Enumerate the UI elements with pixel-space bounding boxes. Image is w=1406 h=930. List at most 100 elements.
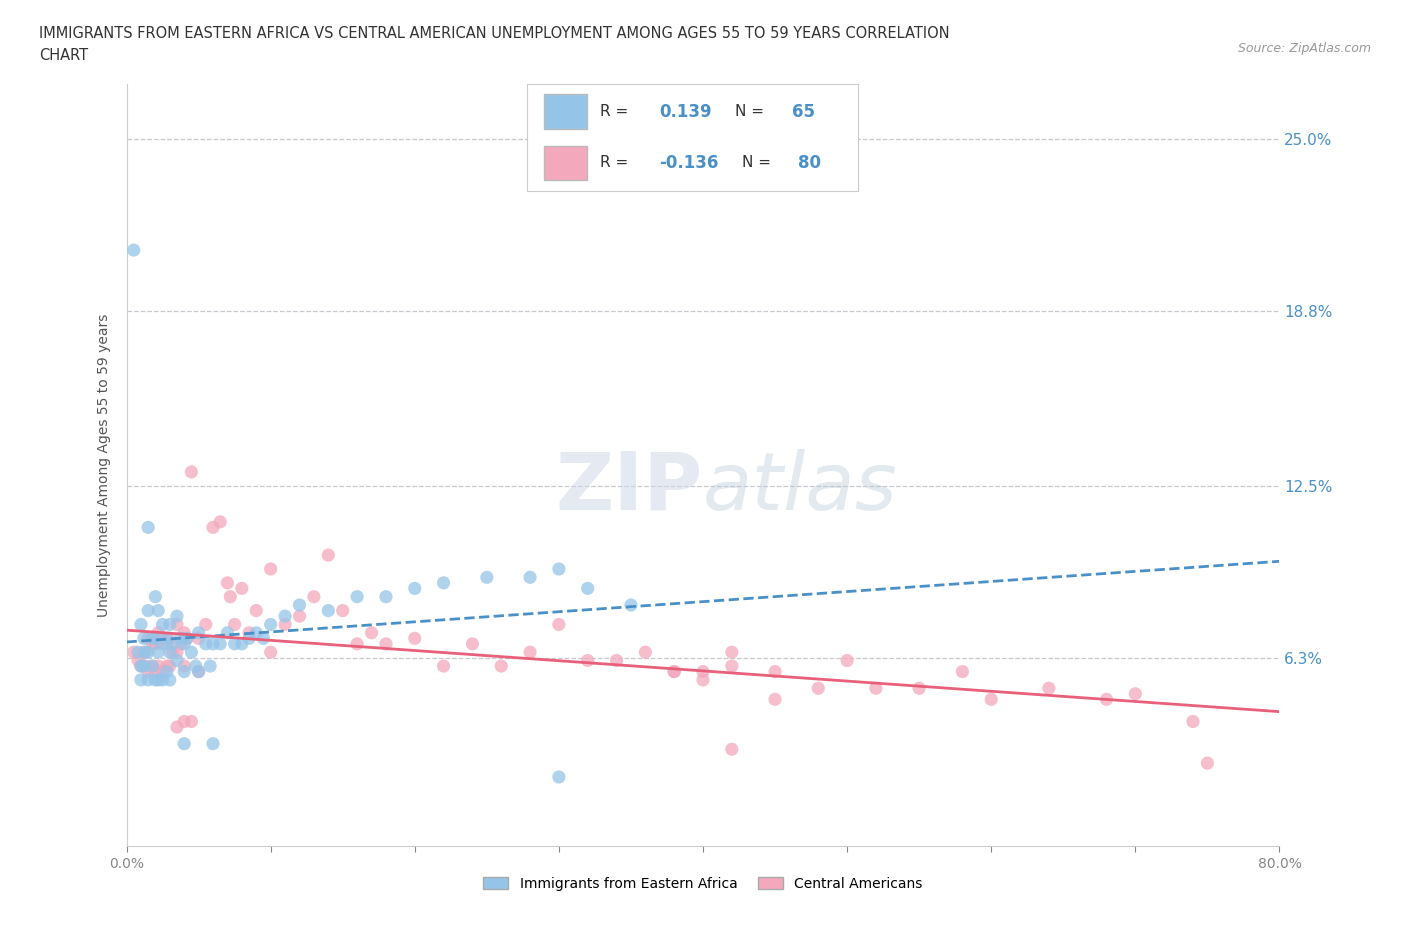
Point bbox=[156, 658, 179, 673]
Point bbox=[148, 644, 170, 659]
Point bbox=[634, 644, 657, 659]
Point bbox=[145, 631, 166, 645]
Point bbox=[129, 658, 152, 673]
Point bbox=[231, 581, 253, 596]
Point bbox=[252, 631, 274, 645]
Point bbox=[162, 636, 184, 651]
Point bbox=[202, 520, 225, 535]
Point bbox=[156, 631, 179, 645]
Point bbox=[1038, 681, 1060, 696]
Point bbox=[127, 653, 149, 668]
Point bbox=[170, 631, 193, 645]
Point bbox=[332, 604, 354, 618]
Point bbox=[360, 625, 382, 640]
Point bbox=[224, 636, 246, 651]
Point bbox=[807, 681, 830, 696]
Point bbox=[173, 625, 195, 640]
Point bbox=[692, 672, 714, 687]
Point bbox=[576, 581, 599, 596]
Text: N =: N = bbox=[742, 155, 776, 170]
Point bbox=[145, 664, 166, 679]
Point bbox=[141, 636, 163, 651]
Point bbox=[908, 681, 931, 696]
Text: ZIP: ZIP bbox=[555, 449, 703, 527]
Point bbox=[620, 598, 643, 613]
Point bbox=[1095, 692, 1118, 707]
Point bbox=[374, 590, 398, 604]
Point bbox=[152, 617, 174, 631]
Point bbox=[238, 625, 260, 640]
Point bbox=[202, 636, 225, 651]
Point bbox=[134, 658, 156, 673]
Text: CHART: CHART bbox=[39, 48, 89, 63]
Point bbox=[548, 617, 571, 631]
Point bbox=[245, 625, 267, 640]
Point bbox=[156, 636, 179, 651]
Point bbox=[127, 644, 149, 659]
Point bbox=[194, 636, 217, 651]
Legend: Immigrants from Eastern Africa, Central Americans: Immigrants from Eastern Africa, Central … bbox=[478, 871, 928, 897]
Point bbox=[145, 590, 166, 604]
Point bbox=[184, 658, 207, 673]
Point bbox=[475, 570, 498, 585]
Point bbox=[318, 604, 340, 618]
Y-axis label: Unemployment Among Ages 55 to 59 years: Unemployment Among Ages 55 to 59 years bbox=[97, 313, 111, 617]
Point bbox=[374, 636, 398, 651]
Point bbox=[217, 625, 239, 640]
Text: 0.139: 0.139 bbox=[659, 102, 711, 121]
Point bbox=[122, 644, 145, 659]
Point bbox=[141, 658, 163, 673]
Point bbox=[152, 636, 174, 651]
Point bbox=[187, 631, 209, 645]
Point bbox=[692, 664, 714, 679]
Point bbox=[136, 631, 159, 645]
Point bbox=[461, 636, 484, 651]
Point bbox=[141, 631, 163, 645]
Point bbox=[219, 590, 242, 604]
Point bbox=[145, 636, 166, 651]
Point bbox=[274, 609, 297, 624]
Point bbox=[173, 636, 195, 651]
Point bbox=[134, 644, 156, 659]
Point bbox=[173, 664, 195, 679]
Point bbox=[198, 658, 221, 673]
Point bbox=[152, 672, 174, 687]
Point bbox=[156, 664, 179, 679]
Point bbox=[231, 636, 253, 651]
Point bbox=[166, 617, 188, 631]
Text: -0.136: -0.136 bbox=[659, 153, 718, 172]
Point bbox=[152, 664, 174, 679]
Text: Source: ZipAtlas.com: Source: ZipAtlas.com bbox=[1237, 42, 1371, 55]
Text: R =: R = bbox=[600, 104, 633, 119]
Point bbox=[159, 672, 181, 687]
Point bbox=[209, 514, 232, 529]
Point bbox=[720, 742, 742, 757]
Point bbox=[173, 714, 195, 729]
Point bbox=[194, 617, 217, 631]
Point bbox=[159, 631, 181, 645]
Point bbox=[720, 658, 742, 673]
Point bbox=[129, 658, 152, 673]
Point bbox=[159, 644, 181, 659]
Text: atlas: atlas bbox=[703, 449, 898, 527]
Point bbox=[835, 653, 858, 668]
Point bbox=[245, 604, 267, 618]
Point bbox=[519, 570, 541, 585]
Point bbox=[162, 644, 184, 659]
Point bbox=[122, 243, 145, 258]
Point bbox=[187, 664, 209, 679]
Point bbox=[187, 625, 209, 640]
Point bbox=[664, 664, 686, 679]
Point bbox=[176, 631, 198, 645]
Point bbox=[1181, 714, 1204, 729]
Point bbox=[346, 590, 368, 604]
Point bbox=[1123, 686, 1146, 701]
Point bbox=[159, 617, 181, 631]
Point bbox=[166, 644, 188, 659]
Point bbox=[763, 692, 786, 707]
Point bbox=[720, 644, 742, 659]
Point bbox=[180, 644, 202, 659]
Point bbox=[170, 636, 193, 651]
Point bbox=[148, 625, 170, 640]
Point bbox=[548, 769, 571, 784]
